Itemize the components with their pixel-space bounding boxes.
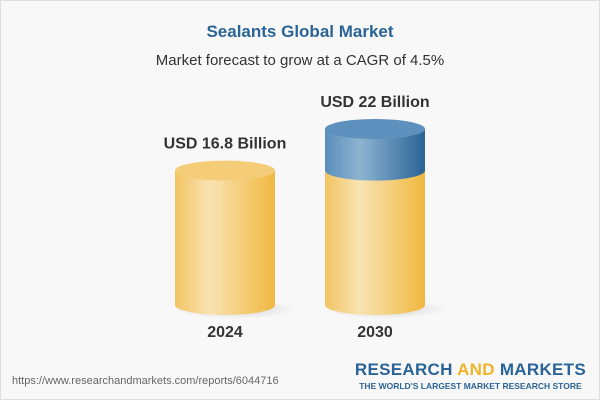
category-label: 2030 [357,324,393,341]
source-url[interactable]: https://www.researchandmarkets.com/repor… [12,375,279,387]
data-label: USD 16.8 Billion [164,136,287,153]
bar-top-2030 [325,119,425,139]
bar-base-2024 [175,170,275,315]
data-label: USD 22 Billion [320,94,429,111]
bar-top-2024 [175,160,275,181]
category-label: 2024 [207,324,243,341]
brand-logo: RESEARCH AND MARKETS THE WORLD'S LARGEST… [354,360,586,391]
chart-subtitle: Market forecast to grow at a CAGR of 4.5… [155,52,445,69]
bar-growth-2030 [325,129,425,181]
bar-base-2030 [325,170,425,315]
chart-title: Sealants Global Market [206,22,394,41]
